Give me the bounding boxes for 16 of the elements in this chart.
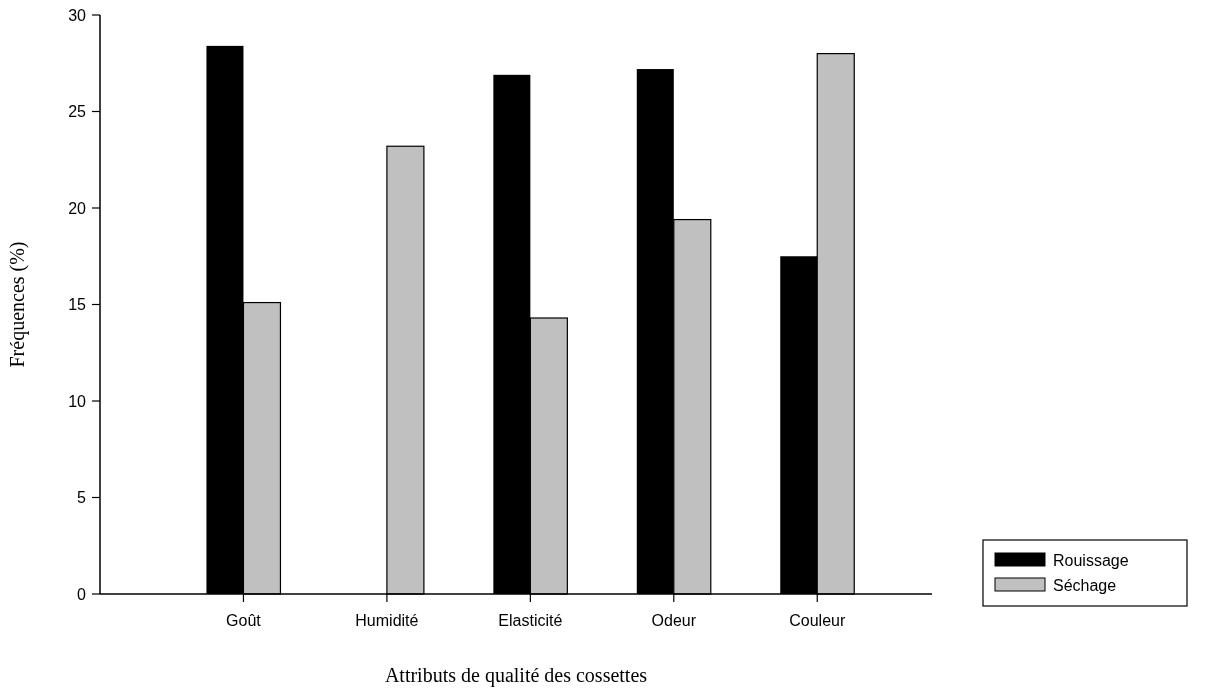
legend-label: Rouissage [1053, 551, 1129, 569]
y-tick-label: 0 [77, 585, 87, 603]
y-tick-label: 10 [68, 392, 87, 410]
legend-label: Séchage [1053, 576, 1117, 594]
y-tick-label: 20 [68, 199, 87, 217]
y-tick-label: 25 [68, 103, 87, 121]
x-tick-label: Elasticité [498, 612, 563, 629]
y-axis-title: Fréquences (%) [6, 241, 29, 368]
y-tick-label: 5 [77, 489, 87, 507]
y-tick-label: 15 [68, 296, 87, 314]
x-tick-label: Humidité [355, 612, 419, 629]
y-tick-label: 30 [68, 6, 87, 24]
x-tick-label: Odeur [651, 612, 697, 629]
x-tick-label: Couleur [789, 612, 846, 629]
x-tick-label: Goût [226, 612, 262, 629]
x-axis-title: Attributs de qualité des cossettes [384, 664, 648, 687]
